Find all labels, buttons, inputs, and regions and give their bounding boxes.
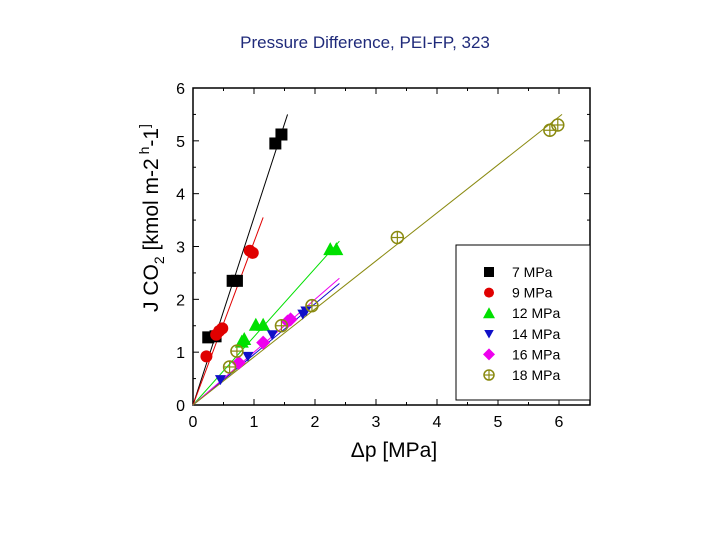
- legend-label: 16 MPa: [512, 346, 560, 362]
- y-tick-label: 4: [176, 187, 185, 204]
- legend-marker: [483, 307, 495, 319]
- data-point: [230, 344, 244, 358]
- data-point: [551, 118, 565, 132]
- x-tick-label: 1: [250, 414, 259, 431]
- data-point: [300, 306, 312, 317]
- legend-marker: [483, 369, 495, 381]
- y-tick-label: 6: [176, 81, 185, 98]
- x-tick-label: 4: [433, 414, 442, 431]
- x-tick-label: 6: [555, 414, 564, 431]
- y-tick-label: 2: [176, 292, 185, 309]
- legend-marker: [484, 267, 494, 277]
- legend-label: 12 MPa: [512, 305, 560, 321]
- data-point: [222, 360, 237, 374]
- legend-marker: [484, 287, 494, 298]
- data-point: [246, 246, 259, 259]
- data-point: [242, 351, 254, 362]
- data-point: [305, 298, 319, 313]
- x-axis-label: Δp [MPa]: [351, 439, 437, 462]
- data-point: [230, 274, 243, 287]
- data-point: [200, 350, 213, 363]
- y-tick-label: 5: [176, 134, 185, 151]
- x-tick-label: 2: [311, 414, 320, 431]
- x-tick-label: 0: [189, 414, 198, 431]
- legend-label: 9 MPa: [512, 285, 553, 301]
- legend-marker: [484, 330, 494, 339]
- x-tick-label: 5: [494, 414, 503, 431]
- y-axis-label: J CO2 [kmol m-2 h-1]: [136, 124, 167, 312]
- data-points: [200, 118, 565, 386]
- axis-ticks: 0 1 2 3 4 5 6 0 1 2 3 4 5 6: [176, 81, 590, 431]
- x-tick-label: 3: [372, 414, 381, 431]
- data-point: [275, 128, 288, 141]
- data-point: [390, 230, 405, 245]
- legend-marker: [483, 348, 495, 361]
- fit-line: [192, 114, 563, 406]
- data-point: [266, 330, 278, 341]
- data-point: [256, 317, 271, 331]
- legend-box: [455, 244, 591, 401]
- data-point: [329, 242, 344, 256]
- legend: 7 MPa 9 MPa 12 MPa 14 MPa 16 MPa 18 MPa: [455, 244, 591, 401]
- legend-label: 14 MPa: [512, 326, 560, 342]
- legend-label: 18 MPa: [512, 367, 560, 383]
- y-tick-label: 1: [176, 345, 185, 362]
- y-tick-label: 0: [176, 398, 185, 415]
- legend-label: 7 MPa: [512, 264, 553, 280]
- fit-line: [192, 240, 340, 406]
- data-point: [274, 319, 289, 333]
- chart-title: Pressure Difference, PEI-FP, 323: [240, 33, 490, 52]
- data-point: [256, 335, 271, 350]
- data-point: [237, 331, 252, 345]
- y-tick-label: 3: [176, 240, 185, 257]
- data-point: [214, 375, 226, 386]
- data-point: [216, 322, 229, 335]
